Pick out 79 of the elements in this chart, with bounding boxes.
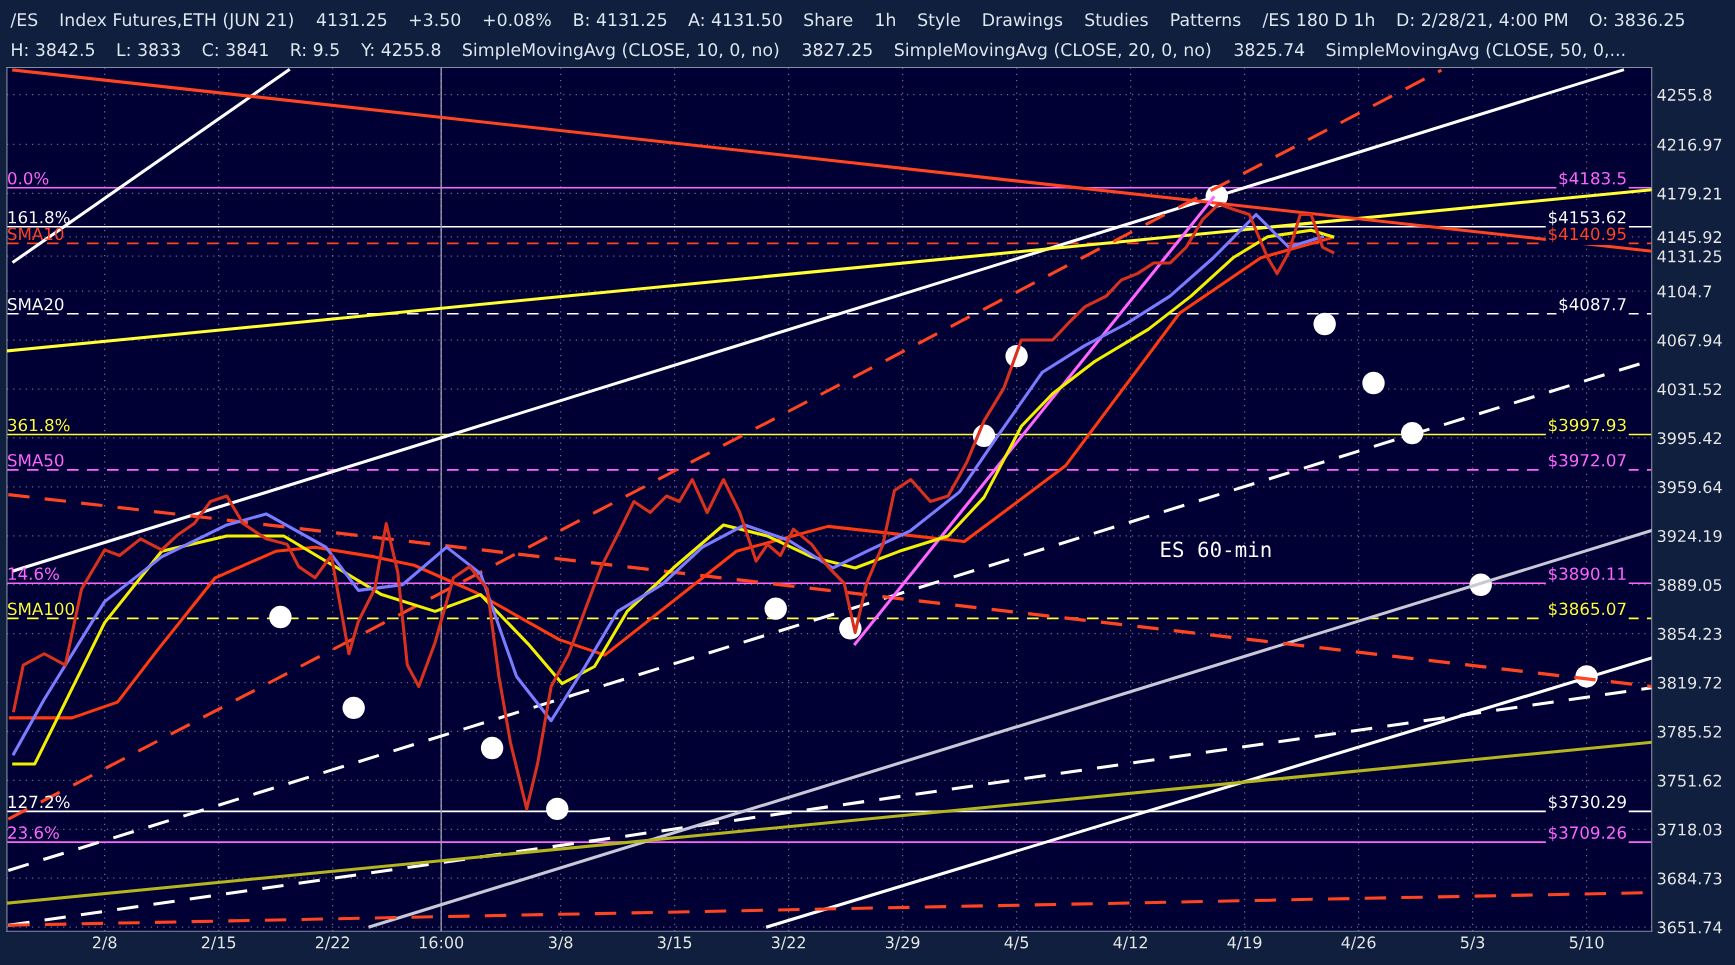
y-tick-label: 3819.72 [1657, 676, 1722, 689]
text: 4131.25 [316, 13, 387, 27]
y-tick-label: 3995.42 [1657, 432, 1722, 445]
text: SimpleMovingAvg (CLOSE, 20, 0, no) [894, 42, 1211, 60]
x-tick-label: 4/5 [1004, 936, 1029, 950]
text: O: 3836.25 [1589, 13, 1684, 27]
y-tick-label: 4067.94 [1657, 334, 1722, 347]
x-tick-label: 2/8 [92, 936, 117, 950]
ref-line-label: $3865.07 [1548, 602, 1626, 618]
x-tick-label: 3/22 [771, 936, 805, 950]
y-tick-label: 3751.62 [1657, 774, 1722, 787]
x-tick-label: 5/3 [1460, 936, 1485, 950]
text: C: 3841 [202, 43, 268, 57]
y-tick-label: 3785.52 [1657, 725, 1722, 738]
ref-line-label: $4153.62 [1548, 210, 1626, 226]
text: +0.08% [483, 13, 551, 27]
text: L: 3833 [117, 43, 180, 57]
text: Style [918, 12, 960, 30]
annotation: SMA20 [8, 297, 64, 311]
ref-line-label: $3890.11 [1548, 567, 1626, 583]
ref-line-label: $4140.95 [1548, 227, 1626, 243]
text: Patterns [1171, 13, 1241, 27]
x-tick-label: 4/26 [1341, 936, 1376, 950]
annotation: SMA100 [8, 602, 75, 616]
ref-line-label: $3730.29 [1548, 795, 1626, 811]
text: +3.50 [409, 13, 461, 27]
y-tick-label: 4216.97 [1657, 138, 1722, 151]
annotation: 0.0% [8, 171, 49, 185]
text: D: 2/28/21, 4:00 PM [1397, 13, 1567, 29]
text: 3827.25 [802, 43, 872, 57]
y-tick-label: 4104.7 [1657, 285, 1712, 298]
y-tick-label: 3889.05 [1657, 578, 1722, 591]
x-tick-label: 2/15 [201, 936, 236, 950]
text: SimpleMovingAvg (CLOSE, 50, 0,... [1326, 42, 1625, 60]
text: H: 3842.5 [12, 43, 95, 57]
text: ES 60-min [1161, 541, 1271, 558]
ref-line-label: $4087.7 [1559, 297, 1626, 313]
ref-line-label: $3997.93 [1548, 418, 1626, 434]
y-tick-label: 4131.25 [1657, 250, 1722, 263]
annotation: 161.8% [8, 210, 70, 224]
ref-line-label: $3709.26 [1548, 826, 1626, 842]
y-tick-label: 3684.73 [1657, 872, 1722, 885]
annotation: 127.2% [8, 795, 70, 809]
text: Y: 4255.8 [361, 43, 441, 57]
ref-line-label: $3972.07 [1548, 453, 1626, 469]
y-tick-label: 3718.03 [1657, 823, 1722, 836]
x-tick-label: 2/22 [315, 936, 349, 950]
ref-line-label: $4183.5 [1559, 171, 1626, 187]
x-tick-label: 3/8 [548, 936, 573, 950]
text: 1h [876, 12, 895, 27]
text: Share [804, 12, 853, 27]
y-tick-label: 4179.21 [1657, 187, 1722, 200]
text: R: 9.5 [291, 43, 339, 57]
y-tick-label: 3959.64 [1657, 481, 1722, 494]
annotation: 361.8% [8, 418, 70, 432]
y-tick-label: 4031.52 [1657, 383, 1722, 396]
annotation: 14.6% [8, 567, 59, 580]
y-tick-label: 4255.8 [1657, 88, 1712, 101]
x-tick-label: 16:00 [419, 936, 464, 949]
y-tick-label: 3924.19 [1657, 530, 1722, 543]
x-tick-label: 5/10 [1569, 936, 1604, 950]
x-tick-label: 3/29 [885, 936, 920, 950]
text: /ES 180 D 1h [1262, 12, 1374, 28]
y-tick-label: 4145.92 [1657, 231, 1722, 244]
text: Drawings [983, 12, 1063, 30]
text: B: 4131.25 [574, 13, 667, 27]
x-tick-label: 4/19 [1227, 936, 1262, 950]
x-tick-label: 4/12 [1113, 936, 1147, 950]
text: Studies [1085, 12, 1148, 27]
text: Index Futures,ETH (JUN 21) [60, 12, 293, 30]
x-tick-label: 3/15 [657, 936, 692, 950]
annotation: SMA50 [8, 453, 64, 467]
text: /ES [10, 13, 38, 28]
y-tick-label: 3854.23 [1657, 627, 1722, 640]
y-tick-label: 3651.74 [1657, 921, 1722, 934]
annotation: 23.6% [8, 826, 59, 839]
text: 3825.74 [1234, 43, 1305, 57]
text: SimpleMovingAvg (CLOSE, 10, 0, no) [463, 42, 779, 60]
text: A: 4131.50 [688, 13, 782, 27]
